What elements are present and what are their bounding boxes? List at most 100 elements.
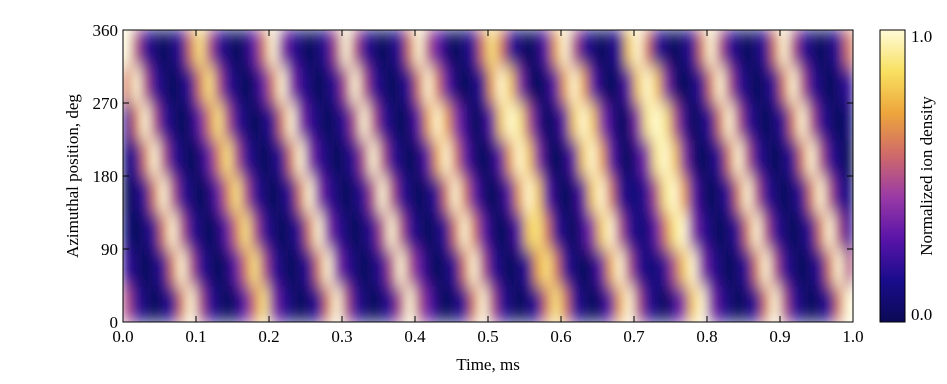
heatmap-cell [533,285,544,322]
heatmap-cell [578,248,589,286]
heatmap-cell [332,248,343,286]
heatmap-cell [761,30,772,67]
heatmap-cell [469,102,480,140]
heatmap-cell [597,212,608,250]
heatmap-cell [587,212,598,250]
heatmap-cell [587,139,598,177]
heatmap-cell [277,212,288,250]
heatmap-cell [451,248,462,286]
heatmap-cell [733,66,744,104]
heatmap-cell [487,175,498,213]
heatmap-cell [432,212,443,250]
heatmap-cell [569,102,580,140]
heatmap-cell [222,248,233,286]
heatmap-cell [323,248,334,286]
heatmap-cell [177,285,188,322]
heatmap-cell [359,102,370,140]
heatmap-cell [259,30,270,67]
heatmap-cell [816,66,827,104]
heatmap-cell [159,102,170,140]
heatmap-cell [414,30,425,67]
heatmap-cell [186,139,197,177]
heatmap-cell [341,248,352,286]
heatmap-cell [305,285,316,322]
heatmap-cell [396,285,407,322]
heatmap-cell [496,102,507,140]
heatmap-cell [524,139,535,177]
heatmap-cell [378,212,389,250]
heatmap-cell [743,30,754,67]
heatmap-cell [578,66,589,104]
heatmap-cell [478,248,489,286]
heatmap-cell [140,139,151,177]
heatmap-cell [159,175,170,213]
heatmap-cell [679,175,690,213]
heatmap-cell [222,212,233,250]
heatmap-cell [314,285,325,322]
heatmap-cell [797,248,808,286]
heatmap-cell [606,66,617,104]
heatmap-cell [761,285,772,322]
y-tick-label: 270 [93,94,119,113]
heatmap-cell [697,139,708,177]
heatmap-cell [733,212,744,250]
heatmap-cell [779,139,790,177]
heatmap-cell [359,175,370,213]
heatmap-cell [195,285,206,322]
heatmap-cell [524,285,535,322]
heatmap-cell [788,285,799,322]
heatmap-cell [660,139,671,177]
heatmap-cell [387,30,398,67]
heatmap-cell [487,66,498,104]
heatmap-cell [542,175,553,213]
heatmap-cell [387,66,398,104]
heatmap-cell [159,212,170,250]
heatmap-cell [551,30,562,67]
heatmap-cell [697,248,708,286]
x-tick-label: 0.1 [185,327,206,346]
heatmap-cell [615,285,626,322]
heatmap-cell [213,285,224,322]
heatmap-cell [514,248,525,286]
heatmap-cell [587,175,598,213]
heatmap-cell [533,30,544,67]
heatmap-cell [259,139,270,177]
heatmap-cell [597,285,608,322]
heatmap-cell [268,248,279,286]
heatmap-cell [670,30,681,67]
heatmap-cell [679,248,690,286]
y-tick-label: 0 [110,313,119,332]
heatmap-cell [615,248,626,286]
heatmap-cell [542,102,553,140]
heatmap-cell [834,66,845,104]
heatmap-cell [414,285,425,322]
heatmap-cell [314,248,325,286]
heatmap-cell [770,66,781,104]
heatmap-cell [688,175,699,213]
heatmap-cell [533,248,544,286]
heatmap-cell [405,175,416,213]
heatmap-cell [724,175,735,213]
heatmap-cell [250,139,261,177]
heatmap-cell [514,66,525,104]
heatmap-cell [487,30,498,67]
heatmap-cell [186,66,197,104]
heatmap-cell [597,102,608,140]
heatmap-cell [414,212,425,250]
heatmap-cell [569,66,580,104]
heatmap-cell [642,139,653,177]
heatmap-cell [186,212,197,250]
heatmap-cell [843,102,853,140]
heatmap-cell [788,212,799,250]
heatmap-cell [651,285,662,322]
heatmap-cell [368,102,379,140]
heatmap-cell [423,102,434,140]
heatmap-cell [460,139,471,177]
heatmap-cell [405,248,416,286]
heatmap-cell [432,248,443,286]
heatmap-cell [131,212,142,250]
heatmap-cell [551,66,562,104]
heatmap-cell [825,30,836,67]
heatmap-cell [441,248,452,286]
